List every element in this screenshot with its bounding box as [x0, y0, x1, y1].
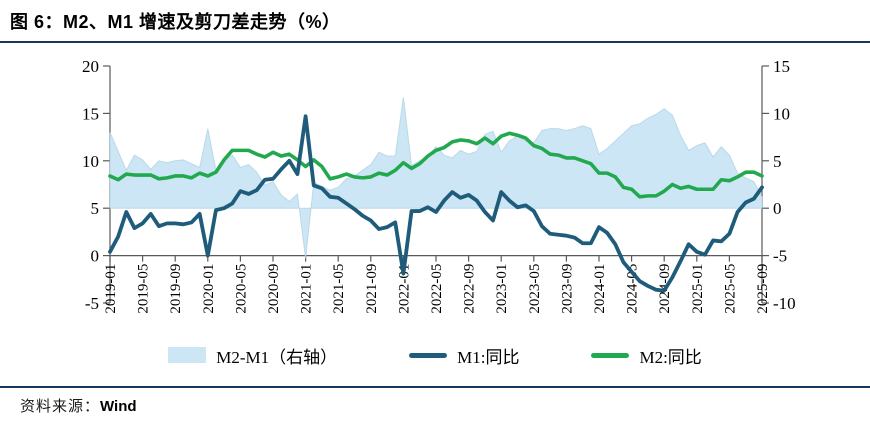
svg-text:2020-01: 2020-01 — [201, 264, 217, 314]
svg-text:15: 15 — [82, 104, 99, 123]
chart-legend: M2-M1（右轴） M1:同比 M2:同比 — [0, 338, 870, 372]
svg-text:-5: -5 — [773, 247, 787, 266]
svg-text:2020-09: 2020-09 — [266, 264, 282, 314]
svg-text:-5: -5 — [85, 294, 99, 313]
source-line: 资料来源：Wind — [20, 395, 137, 416]
svg-text:2022-01: 2022-01 — [396, 264, 412, 314]
footer-divider — [0, 386, 870, 388]
line-swatch-icon — [591, 352, 630, 358]
svg-text:5: 5 — [773, 152, 782, 171]
legend-label: M2:同比 — [639, 347, 702, 367]
svg-text:2022-09: 2022-09 — [462, 264, 478, 314]
svg-text:5: 5 — [91, 199, 100, 218]
svg-text:2025-05: 2025-05 — [722, 264, 738, 314]
svg-text:2023-09: 2023-09 — [559, 264, 575, 314]
svg-text:2020-05: 2020-05 — [233, 264, 249, 314]
svg-text:20: 20 — [82, 57, 99, 76]
area-swatch-icon — [168, 347, 207, 363]
legend-item-m1: M1:同比 — [409, 343, 519, 368]
svg-text:2024-01: 2024-01 — [592, 264, 608, 314]
svg-text:2023-01: 2023-01 — [494, 264, 510, 314]
svg-text:2025-09: 2025-09 — [755, 264, 771, 314]
chart-svg: 20 15 10 5 0 -5 15 10 5 0 -5 -10 2019-01 2019-05 2019-… — [82, 57, 796, 314]
svg-text:-10: -10 — [773, 294, 796, 313]
svg-text:2019-09: 2019-09 — [168, 264, 184, 314]
legend-item-m2-m1: M2-M1（右轴） — [168, 343, 337, 368]
svg-text:15: 15 — [773, 57, 790, 76]
svg-text:2025-01: 2025-01 — [690, 264, 706, 314]
source-label: 资料来源： — [20, 399, 101, 415]
svg-text:2021-05: 2021-05 — [331, 264, 347, 314]
legend-label: M1:同比 — [457, 347, 520, 367]
svg-text:2021-01: 2021-01 — [299, 264, 315, 314]
svg-text:2021-09: 2021-09 — [364, 264, 380, 314]
svg-text:2019-01: 2019-01 — [103, 264, 119, 314]
legend-item-m2: M2:同比 — [591, 343, 702, 368]
figure-title-bar: 图 6：M2、M1 增速及剪刀差走势（%） — [0, 6, 870, 43]
line-swatch-icon — [409, 352, 448, 358]
svg-text:10: 10 — [82, 152, 99, 171]
source-value: Wind — [100, 398, 137, 415]
svg-text:2019-05: 2019-05 — [136, 264, 152, 314]
svg-text:10: 10 — [773, 104, 790, 123]
svg-text:2023-05: 2023-05 — [527, 264, 543, 314]
figure-title: 图 6：M2、M1 增速及剪刀差走势（%） — [10, 12, 341, 32]
svg-text:0: 0 — [773, 199, 782, 218]
svg-text:0: 0 — [91, 247, 100, 266]
legend-label: M2-M1（右轴） — [216, 347, 338, 367]
svg-text:2022-05: 2022-05 — [429, 264, 445, 314]
